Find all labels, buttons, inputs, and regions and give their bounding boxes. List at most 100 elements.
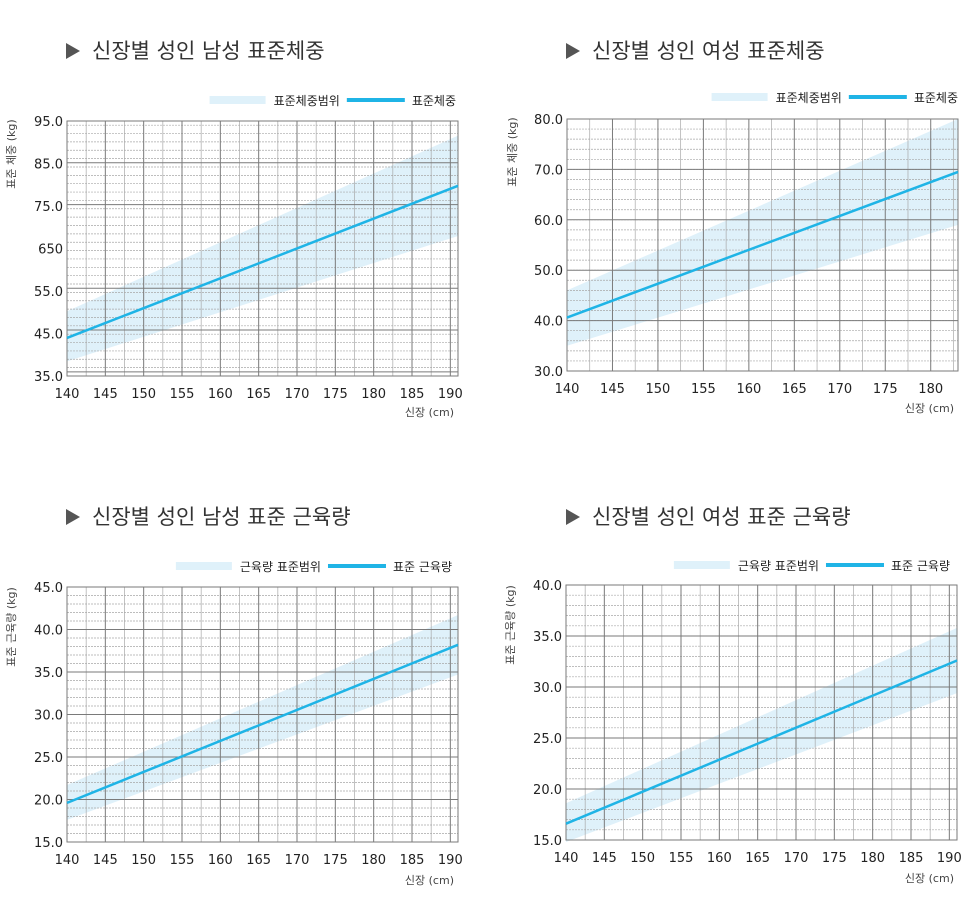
x-tick-label: 150 — [646, 382, 671, 397]
y-axis-label: 표준 체중 (kg) — [506, 117, 519, 186]
x-tick-label: 175 — [323, 387, 348, 402]
x-tick-label: 155 — [691, 382, 716, 397]
legend-swatch-band — [209, 96, 266, 104]
legend-label-band: 표준체중범위 — [776, 91, 842, 105]
x-tick-label: 145 — [600, 382, 625, 397]
y-tick-label: 25.0 — [34, 751, 63, 766]
triangle-bullet-icon — [66, 509, 80, 525]
y-tick-label: 30.0 — [534, 365, 563, 380]
y-tick-label: 15.0 — [533, 834, 562, 849]
y-tick-label: 55.0 — [34, 285, 63, 300]
standard-line — [566, 170, 959, 319]
x-tick-label: 145 — [93, 853, 118, 868]
y-tick-label: 40.0 — [534, 315, 563, 330]
x-tick-label: 170 — [784, 851, 809, 866]
x-tick-label: 150 — [131, 853, 156, 868]
x-tick-label: 180 — [361, 387, 386, 402]
plot-frame — [66, 586, 459, 843]
y-tick-label: 30.0 — [533, 681, 562, 696]
y-tick-label: 50.0 — [534, 264, 563, 279]
legend-label-line: 표준체중 — [914, 91, 958, 105]
y-tick-label: 650 — [38, 243, 63, 258]
x-tick-label: 160 — [736, 382, 761, 397]
x-tick-label: 160 — [208, 387, 233, 402]
plot-area — [567, 119, 958, 371]
y-tick-label: 45.0 — [34, 581, 63, 596]
legend-swatch-band — [711, 93, 768, 101]
x-axis-label: 신장 (cm) — [905, 872, 954, 885]
chart-title: 신장별 성인 남성 표준 근육량 — [66, 501, 351, 531]
y-tick-label: 35.0 — [34, 370, 63, 385]
chart-title-text: 신장별 성인 남성 표준 근육량 — [92, 505, 351, 529]
chart-title: 신장별 성인 여성 표준 근육량 — [566, 501, 851, 531]
y-tick-label: 35.0 — [34, 666, 63, 681]
x-tick-label: 175 — [323, 853, 348, 868]
x-tick-label: 150 — [131, 387, 156, 402]
x-tick-label: 155 — [669, 851, 694, 866]
legend: 표준체중 표준체중범위 — [209, 94, 456, 108]
y-tick-label: 80.0 — [534, 113, 563, 128]
y-tick-label: 35.0 — [533, 630, 562, 645]
x-tick-label: 150 — [630, 851, 655, 866]
grid — [66, 586, 458, 843]
x-tick-label: 180 — [860, 851, 885, 866]
x-tick-label: 140 — [554, 851, 579, 866]
x-tick-label: 140 — [55, 387, 80, 402]
y-tick-label: 20.0 — [34, 794, 63, 809]
plot-frame — [566, 118, 959, 372]
chart-title: 신장별 성인 여성 표준체중 — [566, 35, 825, 65]
y-tick-label: 25.0 — [533, 732, 562, 747]
triangle-bullet-icon — [66, 43, 80, 59]
legend-label-band: 근육량 표준범위 — [240, 560, 321, 574]
legend: 표준체중 표준체중범위 — [711, 91, 958, 105]
x-axis-label: 신장 (cm) — [405, 406, 454, 419]
x-tick-label: 175 — [822, 851, 847, 866]
y-tick-label: 75.0 — [34, 200, 63, 215]
legend-label-line: 표준체중 — [412, 94, 456, 108]
x-tick-label: 160 — [208, 853, 233, 868]
legend-label-band: 근육량 표준범위 — [738, 559, 819, 573]
y-tick-label: 85.0 — [34, 158, 63, 173]
chart-title-text: 신장별 성인 여성 표준 근육량 — [592, 505, 851, 529]
legend-label-line: 표준 근육량 — [891, 559, 950, 573]
plot-area — [67, 121, 458, 376]
y-axis-label: 표준 근육량 (kg) — [5, 587, 18, 667]
x-tick-label: 160 — [707, 851, 732, 866]
standard-line — [66, 643, 459, 805]
grid — [565, 584, 957, 841]
x-tick-label: 165 — [745, 851, 770, 866]
triangle-bullet-icon — [566, 43, 580, 59]
plot-area — [566, 585, 957, 840]
x-tick-label: 180 — [361, 853, 386, 868]
legend-label-line: 표준 근육량 — [393, 560, 452, 574]
x-tick-label: 165 — [246, 387, 271, 402]
chart-title-text: 신장별 성인 여성 표준체중 — [592, 39, 825, 63]
x-tick-label: 170 — [827, 382, 852, 397]
chart-title-text: 신장별 성인 남성 표준체중 — [92, 39, 325, 63]
chart-title: 신장별 성인 남성 표준체중 — [66, 35, 325, 65]
x-tick-label: 190 — [438, 387, 463, 402]
triangle-bullet-icon — [566, 509, 580, 525]
y-tick-label: 95.0 — [34, 115, 63, 130]
standard-range-band — [67, 615, 458, 820]
x-tick-label: 145 — [592, 851, 617, 866]
y-tick-label: 60.0 — [534, 214, 563, 229]
legend: 표준 근육량 근육량 표준범위 — [175, 560, 452, 574]
standard-range-band — [567, 119, 958, 346]
x-tick-label: 185 — [400, 387, 425, 402]
plot-area — [67, 587, 458, 842]
y-tick-label: 20.0 — [533, 783, 562, 798]
x-axis-label: 신장 (cm) — [405, 874, 454, 887]
standard-range-band — [67, 135, 458, 362]
x-tick-label: 155 — [170, 387, 195, 402]
y-tick-label: 15.0 — [34, 836, 63, 851]
x-tick-label: 190 — [438, 853, 463, 868]
x-tick-label: 175 — [873, 382, 898, 397]
plot-frame — [565, 584, 958, 841]
x-tick-label: 165 — [246, 853, 271, 868]
x-axis-label: 신장 (cm) — [905, 402, 954, 415]
y-axis-label: 표준 근육량 (kg) — [504, 585, 517, 665]
